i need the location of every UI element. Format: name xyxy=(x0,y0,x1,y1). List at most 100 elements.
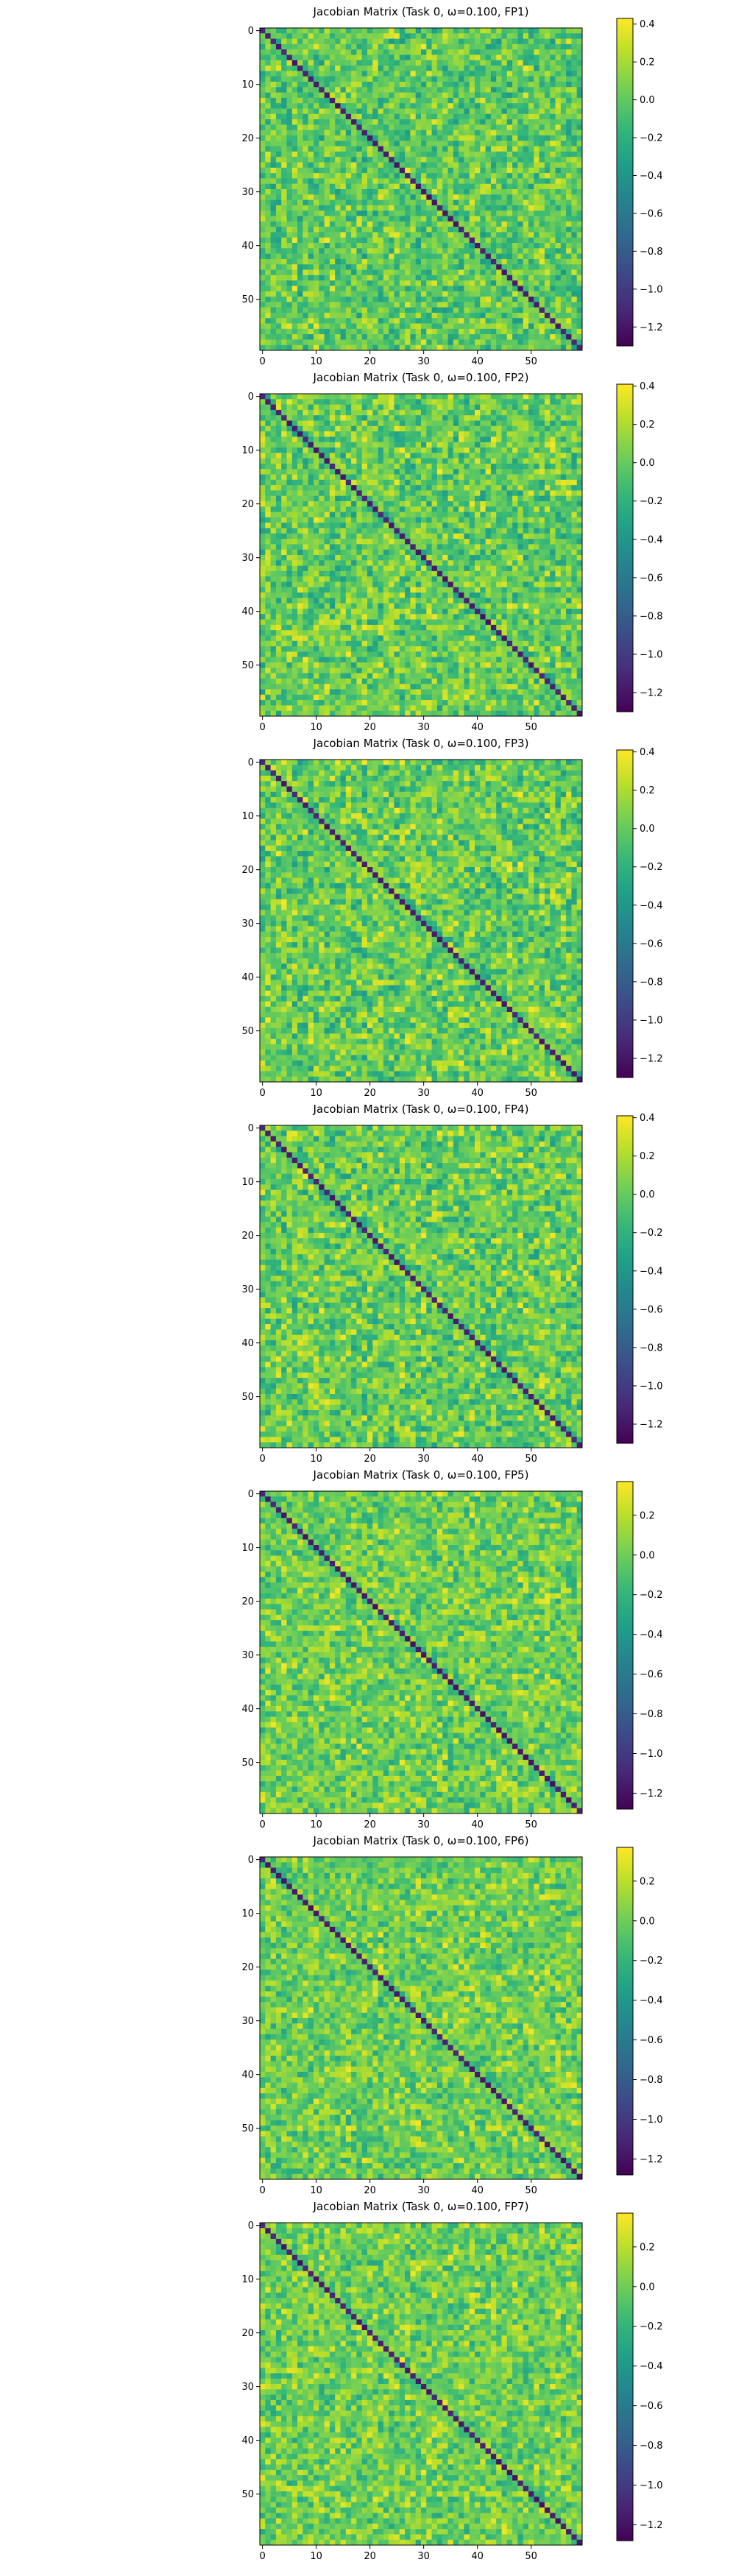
heatmap-cell xyxy=(426,130,432,136)
heatmap-cell xyxy=(426,344,432,351)
heatmap-cell xyxy=(260,318,266,324)
heatmap-cell xyxy=(372,232,378,238)
heatmap-cell xyxy=(319,108,325,115)
heatmap-cell xyxy=(464,344,470,351)
heatmap-cell xyxy=(399,92,406,99)
heatmap-cell xyxy=(405,66,411,71)
heatmap-cell xyxy=(286,60,293,66)
heatmap-cell xyxy=(576,264,583,270)
heatmap-cell xyxy=(308,479,314,486)
heatmap-cell xyxy=(281,135,287,141)
heatmap-cell xyxy=(436,124,443,131)
heatmap-cell xyxy=(421,506,427,512)
heatmap-cell xyxy=(506,394,513,400)
heatmap-cell xyxy=(405,269,411,276)
heatmap-cell xyxy=(544,76,551,82)
heatmap-cell xyxy=(378,60,384,66)
heatmap-cell xyxy=(389,495,394,502)
heatmap-cell xyxy=(528,485,534,491)
heatmap-cell xyxy=(275,394,282,400)
heatmap-cell xyxy=(560,146,567,152)
heatmap-cell xyxy=(576,280,583,286)
heatmap-cell xyxy=(270,157,277,163)
heatmap-cell xyxy=(571,275,578,281)
heatmap-cell xyxy=(275,302,282,308)
heatmap-cell xyxy=(286,506,293,512)
heatmap-cell xyxy=(560,232,567,238)
heatmap-cell xyxy=(275,162,282,169)
heatmap-cell xyxy=(340,141,347,146)
heatmap-cell xyxy=(576,124,583,131)
heatmap-cell xyxy=(485,237,492,244)
heatmap-cell xyxy=(410,334,417,340)
heatmap-cell xyxy=(480,302,486,308)
heatmap-cell xyxy=(291,328,298,335)
heatmap-cell xyxy=(335,404,341,411)
heatmap-cell xyxy=(431,87,438,93)
heatmap-cell xyxy=(544,469,551,475)
heatmap-cell xyxy=(544,436,551,443)
heatmap-cell xyxy=(431,210,438,216)
heatmap-cell xyxy=(260,130,266,136)
heatmap-cell xyxy=(431,318,438,324)
heatmap-cell xyxy=(501,431,508,437)
heatmap-cell xyxy=(351,409,357,416)
heatmap-cell xyxy=(544,490,551,497)
heatmap-cell xyxy=(314,447,319,453)
heatmap-cell xyxy=(394,199,400,206)
heatmap-cell xyxy=(469,124,475,131)
heatmap-cell xyxy=(528,280,534,286)
heatmap-cell xyxy=(436,264,443,270)
heatmap-cell xyxy=(345,253,352,260)
heatmap-cell xyxy=(426,135,432,141)
heatmap-cell xyxy=(566,485,572,491)
heatmap-cell xyxy=(469,328,475,335)
heatmap-cell xyxy=(286,302,293,308)
heatmap-cell xyxy=(275,253,282,260)
heatmap-cell xyxy=(576,227,583,233)
heatmap-cell xyxy=(566,436,572,443)
heatmap-cell xyxy=(421,108,427,115)
heatmap-cell xyxy=(447,280,454,286)
heatmap-cell xyxy=(286,415,293,421)
heatmap-cell xyxy=(324,33,330,39)
heatmap-cell xyxy=(528,210,534,216)
heatmap-cell xyxy=(297,151,303,158)
heatmap-cell xyxy=(415,302,422,308)
heatmap-cell xyxy=(340,447,347,453)
heatmap-cell xyxy=(394,323,400,330)
heatmap-cell xyxy=(501,312,508,319)
heatmap-cell xyxy=(367,54,373,61)
heatmap-cell xyxy=(399,227,406,233)
heatmap-cell xyxy=(453,76,459,82)
heatmap-cell xyxy=(453,334,459,340)
heatmap-cell xyxy=(281,479,287,486)
heatmap-cell xyxy=(378,162,384,169)
heatmap-cell xyxy=(329,490,336,497)
heatmap-cell xyxy=(260,506,266,512)
heatmap-cell xyxy=(372,66,378,71)
heatmap-cell xyxy=(297,302,303,308)
heatmap-cell xyxy=(555,425,562,432)
heatmap-cell xyxy=(415,124,422,131)
heatmap-cell xyxy=(329,33,336,39)
heatmap-cell xyxy=(459,28,464,34)
heatmap-cell xyxy=(291,453,298,459)
heatmap-cell xyxy=(378,394,384,400)
heatmap-cell xyxy=(394,264,400,270)
heatmap-cell xyxy=(469,307,475,314)
heatmap-cell xyxy=(291,258,298,265)
heatmap-cell xyxy=(319,173,325,179)
heatmap-cell xyxy=(340,394,347,400)
heatmap-cell xyxy=(475,141,481,146)
heatmap-cell xyxy=(485,425,492,432)
heatmap-cell xyxy=(517,237,524,244)
heatmap-cell xyxy=(571,312,578,319)
heatmap-cell xyxy=(324,447,330,453)
heatmap-cell xyxy=(431,71,438,77)
heatmap-cell xyxy=(270,167,277,174)
heatmap-cell xyxy=(378,183,384,190)
heatmap-cell xyxy=(302,49,309,55)
heatmap-cell xyxy=(566,297,572,302)
heatmap-cell xyxy=(275,512,282,518)
